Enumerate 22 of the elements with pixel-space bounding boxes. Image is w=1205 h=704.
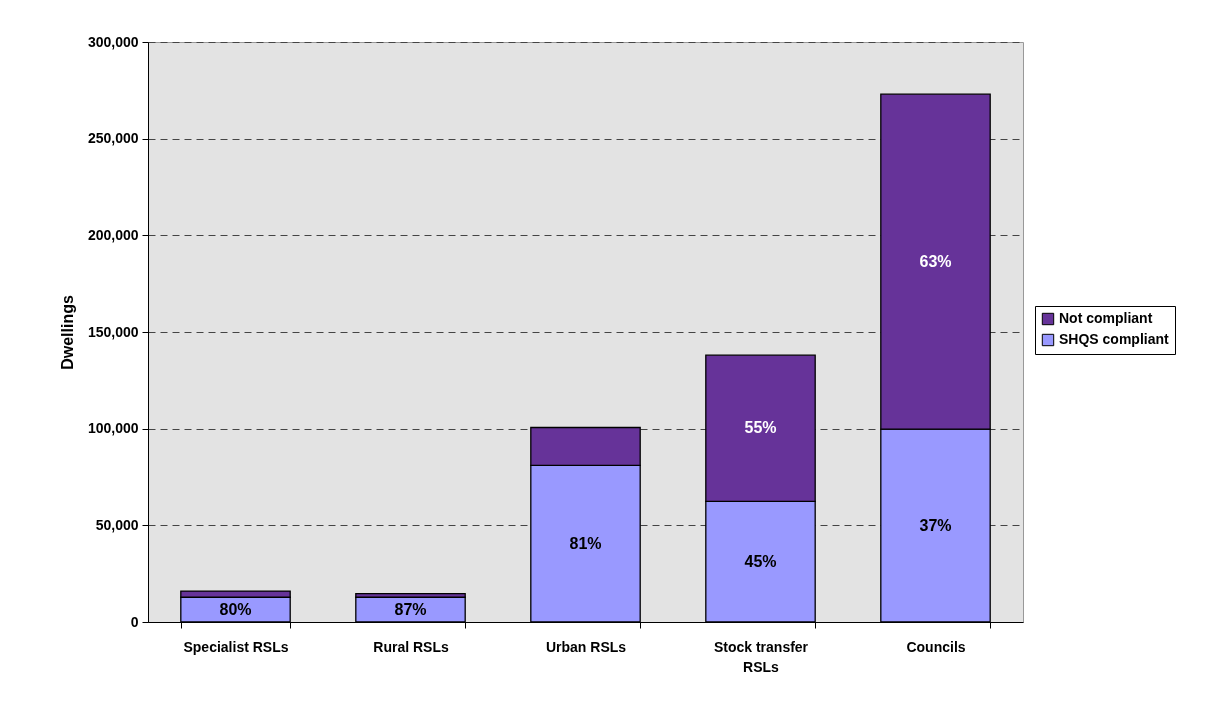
annotation: 45% (744, 552, 777, 570)
x-tick-label: Councils (906, 638, 966, 655)
x-tick-label: Stock transfer RSLs (713, 638, 809, 675)
y-axis-title: Dwellings (58, 295, 76, 370)
y-tick-label: 50,000 (95, 516, 139, 533)
y-tick-label: 200,000 (87, 226, 139, 243)
y-tick-label: 150,000 (87, 323, 139, 340)
y-tick-label: 100,000 (87, 420, 139, 437)
y-tick-label: 300,000 (87, 33, 139, 50)
annotation: 81% (569, 534, 602, 552)
y-tick-label: 250,000 (87, 130, 139, 147)
x-tick-label: Specialist RSLs (183, 638, 289, 655)
annotation: 37% (919, 516, 952, 534)
legend-label: SHQS compliant (1059, 331, 1170, 347)
x-tick-label: Urban RSLs (545, 638, 627, 655)
y-tick-label: 0 (130, 613, 139, 630)
annotation: 55% (744, 419, 777, 437)
annotation: 87% (394, 600, 427, 618)
annotation: 80% (219, 600, 252, 618)
legend-label: Not compliant (1059, 310, 1153, 326)
annotation: 63% (919, 252, 952, 270)
x-tick-label: Rural RSLs (373, 638, 449, 655)
